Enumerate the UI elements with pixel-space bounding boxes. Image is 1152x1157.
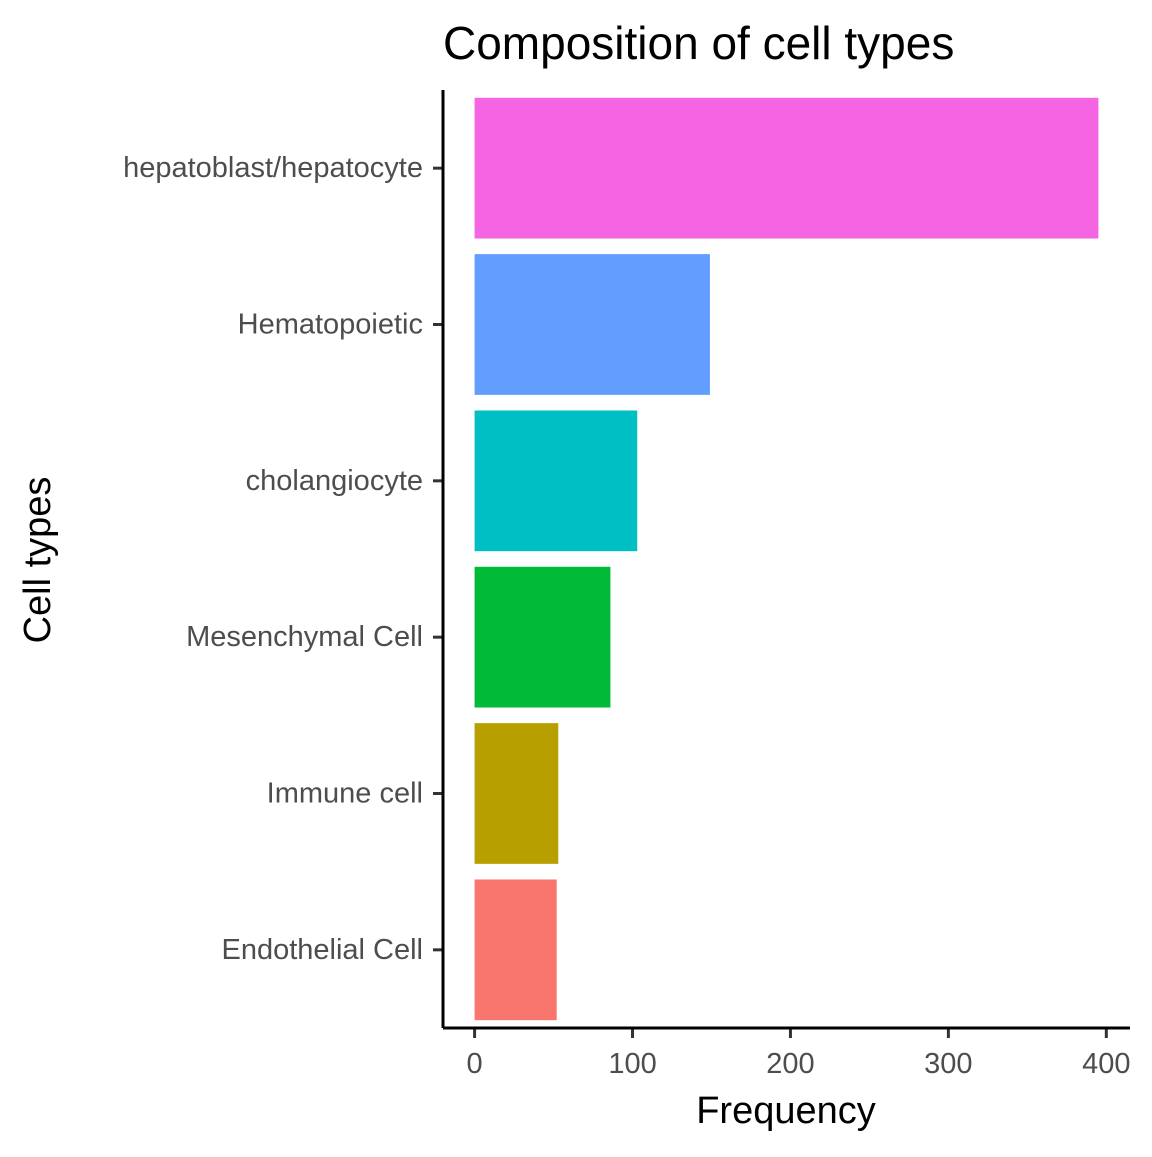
x-tick-label: 0 [467,1048,483,1080]
y-tick-label: Mesenchymal Cell [186,621,423,653]
x-tick-label: 300 [924,1048,972,1080]
bar-cholangiocyte [474,410,638,552]
y-axis-ticks: Endothelial Cell Immune cell Mesenchymal C… [123,152,443,966]
bar-mesenchymal-cell [474,566,611,708]
bars-layer [474,97,1099,1021]
bar-hepatoblast-hepatocyte [474,97,1099,239]
y-tick-label: hepatoblast/hepatocyte [123,152,423,184]
chart-title: Composition of cell types [443,17,954,69]
y-tick-label: cholangiocyte [246,465,423,497]
y-tick-label: Immune cell [267,778,423,810]
y-tick-label: Hematopoietic [238,309,423,341]
x-axis-title: Frequency [696,1090,876,1132]
bar-immune-cell [474,723,559,864]
bar-hematopoietic [474,254,710,395]
x-axis-ticks: 0 100 200 300 400 [467,1028,1131,1080]
y-axis-title: Cell types [17,477,59,644]
y-tick-label: Endothelial Cell [221,934,423,966]
x-tick-label: 100 [608,1048,656,1080]
x-tick-label: 400 [1082,1048,1130,1080]
x-tick-label: 200 [766,1048,814,1080]
bar-endothelial-cell [474,879,557,1021]
